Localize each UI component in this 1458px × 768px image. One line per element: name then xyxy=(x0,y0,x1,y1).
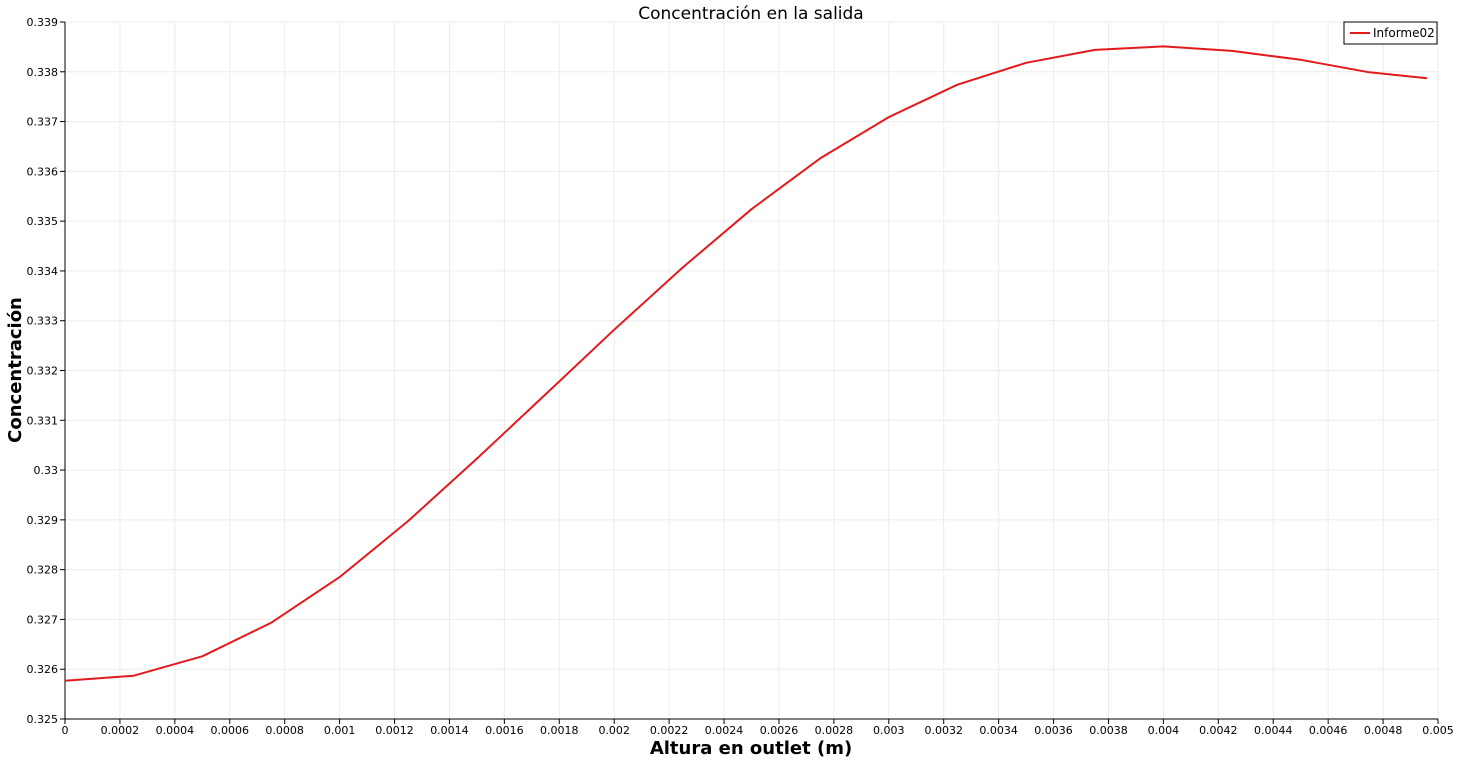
x-tick-label: 0.0026 xyxy=(760,724,799,737)
x-tick-label: 0.0032 xyxy=(924,724,963,737)
x-tick-label: 0.002 xyxy=(598,724,630,737)
y-tick-label: 0.332 xyxy=(27,365,59,378)
y-tick-label: 0.327 xyxy=(27,613,59,626)
series-line-informe02 xyxy=(64,45,1428,682)
axes: 0 0.0002 0.0004 0.0006 0.0008 0.001 0.0012 0.00… xyxy=(27,16,1454,737)
x-tick-label: 0.0036 xyxy=(1034,724,1073,737)
x-axis-title: Altura en outlet (m) xyxy=(650,738,852,759)
y-tick-label: 0.339 xyxy=(27,16,59,29)
grid xyxy=(64,21,1439,720)
y-tick-label: 0.329 xyxy=(27,514,59,527)
y-tick-label: 0.338 xyxy=(27,66,59,79)
x-tick-label: 0.0042 xyxy=(1199,724,1238,737)
x-tick-label: 0.0038 xyxy=(1089,724,1128,737)
x-tick-label: 0.0034 xyxy=(979,724,1018,737)
y-tick-label: 0.328 xyxy=(27,564,59,577)
x-tick-label: 0.0018 xyxy=(540,724,579,737)
x-tick-label: 0.0016 xyxy=(485,724,524,737)
x-tick-label: 0.0008 xyxy=(265,724,304,737)
legend-label: Informe02 xyxy=(1373,26,1435,40)
y-axis-title: Concentración xyxy=(5,297,26,443)
chart-title: Concentración en la salida xyxy=(638,4,863,24)
x-tick-label: 0.0012 xyxy=(375,724,414,737)
y-tick-label: 0.337 xyxy=(27,116,59,129)
x-tick-label: 0.0044 xyxy=(1254,724,1293,737)
x-tick-label: 0.003 xyxy=(873,724,905,737)
x-tick-label: 0.0002 xyxy=(101,724,140,737)
x-tick-label: 0.0046 xyxy=(1309,724,1348,737)
y-tick-label: 0.336 xyxy=(27,165,59,178)
x-tick-label: 0.0028 xyxy=(815,724,854,737)
x-tick-label: 0.0004 xyxy=(156,724,195,737)
x-tick-label: 0.005 xyxy=(1422,724,1454,737)
y-tick-label: 0.333 xyxy=(27,315,59,328)
x-tick-label: 0.0048 xyxy=(1364,724,1403,737)
legend-box xyxy=(1343,21,1438,45)
x-tick-label: 0.0024 xyxy=(705,724,744,737)
series-layer xyxy=(64,45,1428,682)
x-tick-label: 0.0022 xyxy=(650,724,689,737)
y-tick-label: 0.335 xyxy=(27,215,59,228)
x-tick-label: 0.004 xyxy=(1148,724,1180,737)
y-tick-label: 0.325 xyxy=(27,713,59,726)
x-tick-label: 0.0006 xyxy=(211,724,250,737)
x-tick-label: 0 xyxy=(62,724,69,737)
y-tick-label: 0.326 xyxy=(27,663,59,676)
y-tick-label: 0.331 xyxy=(27,414,59,427)
x-tick-label: 0.0014 xyxy=(430,724,469,737)
y-tick-label: 0.334 xyxy=(27,265,59,278)
legend: Informe02 xyxy=(1343,21,1438,45)
y-tick-label: 0.33 xyxy=(34,464,59,477)
x-tick-label: 0.001 xyxy=(324,724,356,737)
